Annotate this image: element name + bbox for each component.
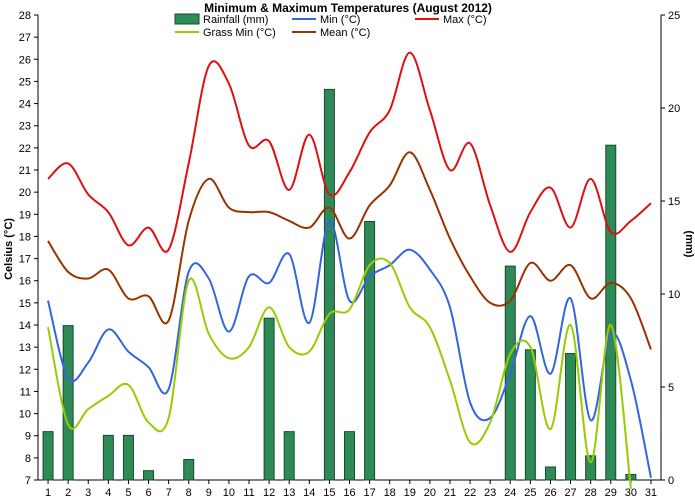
y-left-tick-label: 19 [19, 209, 31, 221]
rainfall-bar [42, 431, 54, 481]
y-right-tick-label: 20 [668, 103, 680, 115]
x-tick-label: 8 [186, 487, 192, 499]
y-left-tick-label: 28 [19, 10, 31, 22]
x-tick-label: 25 [524, 487, 536, 499]
x-tick-label: 14 [303, 487, 315, 499]
y-right-tick-label: 0 [668, 475, 674, 487]
line-mean-c [47, 151, 652, 350]
y-left-tick-label: 20 [19, 187, 31, 199]
y-left-tick-label: 16 [19, 276, 31, 288]
y-left-tick-label: 10 [19, 409, 31, 421]
y-left-tick-label: 21 [19, 165, 31, 177]
axes: 7891011121314151617181920212223242526272… [19, 10, 681, 499]
legend-label: Rainfall (mm) [203, 14, 268, 26]
y-right-tick-label: 10 [668, 289, 680, 301]
x-tick-label: 4 [105, 487, 111, 499]
rainfall-bar [183, 459, 195, 481]
legend-label: Min (°C) [320, 14, 360, 26]
x-tick-label: 24 [504, 487, 516, 499]
rainfall-bar [263, 317, 275, 481]
x-tick-label: 6 [145, 487, 151, 499]
x-tick-label: 10 [223, 487, 235, 499]
x-tick-label: 5 [125, 487, 131, 499]
rainfall-bar [122, 434, 134, 481]
x-tick-label: 31 [645, 487, 657, 499]
y-left-tick-label: 15 [19, 298, 31, 310]
y-left-tick-label: 24 [19, 99, 31, 111]
x-tick-label: 11 [243, 487, 254, 499]
x-tick-label: 20 [424, 487, 436, 499]
x-tick-label: 18 [384, 487, 396, 499]
x-tick-label: 29 [605, 487, 617, 499]
legend: Rainfall (mm) Min (°C) Max (°C) Grass Min (… [174, 13, 487, 39]
legend-label: Mean (°C) [320, 27, 370, 39]
legend-swatch [174, 13, 200, 25]
rainfall-bar [62, 325, 74, 481]
y-right-tick-label: 15 [668, 196, 680, 208]
rainfall-bar [323, 88, 335, 481]
y-right-tick-label: 5 [668, 382, 674, 394]
x-tick-label: 19 [404, 487, 416, 499]
rainfall-bar [344, 431, 355, 481]
chart-title: Minimum & Maximum Temperatures (August 2… [204, 1, 492, 15]
x-tick-label: 26 [544, 487, 556, 499]
y-left-tick-label: 27 [19, 32, 31, 44]
line-max-c [47, 51, 652, 253]
y-axis-left-label: Celsius (°C) [3, 218, 15, 280]
x-tick-label: 15 [323, 487, 335, 499]
y-left-tick-label: 8 [25, 453, 31, 465]
rainfall-bar [605, 144, 617, 481]
x-tick-label: 2 [65, 487, 71, 499]
rainfall-bar [283, 431, 295, 481]
x-tick-label: 23 [484, 487, 496, 499]
line-grass-min-c [47, 257, 632, 490]
x-tick-label: 27 [564, 487, 576, 499]
x-tick-label: 1 [45, 487, 51, 499]
y-left-tick-label: 22 [19, 143, 31, 155]
y-left-tick-label: 7 [25, 475, 31, 487]
legend-label: Grass Min (°C) [203, 27, 276, 39]
x-tick-label: 3 [85, 487, 91, 499]
y-right-tick-label: 25 [668, 10, 680, 22]
x-tick-label: 22 [464, 487, 476, 499]
y-left-tick-label: 9 [25, 431, 31, 443]
rainfall-bar [625, 473, 637, 481]
x-tick-label: 30 [625, 487, 637, 499]
line-min-c [47, 219, 652, 479]
rainfall-bar [143, 470, 155, 481]
rainfall-bar [364, 220, 376, 481]
y-left-tick-label: 26 [19, 54, 31, 66]
rainfall-bar [544, 466, 556, 481]
x-tick-label: 16 [343, 487, 355, 499]
y-left-tick-label: 12 [19, 364, 31, 376]
y-left-tick-label: 18 [19, 231, 31, 243]
temperature-lines [47, 51, 652, 490]
y-left-tick-label: 11 [20, 386, 31, 398]
x-tick-label: 9 [206, 487, 212, 499]
y-axis-right-label: (mm) [683, 231, 695, 258]
x-tick-label: 21 [444, 487, 456, 499]
x-tick-label: 17 [363, 487, 375, 499]
y-left-tick-label: 25 [19, 76, 31, 88]
x-tick-label: 7 [166, 487, 172, 499]
x-tick-label: 13 [283, 487, 295, 499]
y-left-tick-label: 17 [19, 254, 31, 266]
y-left-tick-label: 14 [19, 320, 31, 332]
x-tick-label: 12 [263, 487, 275, 499]
y-left-tick-label: 23 [19, 121, 31, 133]
rainfall-bar [524, 349, 536, 481]
rainfall-bar [585, 455, 597, 481]
rainfall-bar [102, 434, 114, 481]
y-left-tick-label: 13 [19, 342, 31, 354]
x-tick-label: 28 [585, 487, 597, 499]
legend-label: Max (°C) [443, 14, 487, 26]
rainfall-bar [565, 353, 577, 481]
